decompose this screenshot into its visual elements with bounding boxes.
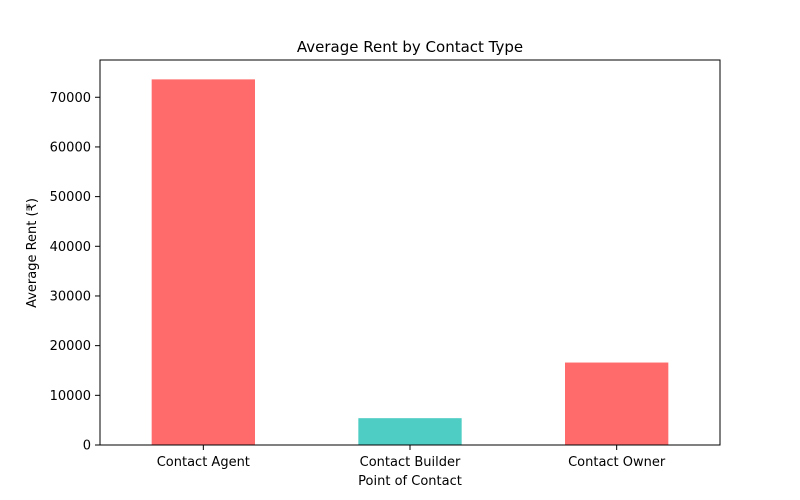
ticks-layer: Contact Agent Contact Builder Contact Owne…: [50, 91, 666, 470]
y-tick-label: 40000: [50, 240, 91, 255]
chart-title: Average Rent by Contact Type: [297, 38, 523, 56]
bar-contact-agent: [151, 79, 255, 445]
y-tick-label: 0: [83, 439, 91, 454]
y-tick-label: 20000: [50, 339, 91, 354]
bar-contact-builder: [358, 418, 462, 445]
y-tick-label: 10000: [50, 389, 91, 404]
x-tick-label: Contact Builder: [360, 455, 461, 470]
y-tick-label: 50000: [50, 190, 91, 205]
y-axis-label: Average Rent (₹): [25, 198, 40, 308]
x-axis-label: Point of Contact: [358, 474, 462, 489]
y-tick-label: 70000: [50, 91, 91, 106]
bar-contact-owner: [565, 362, 669, 445]
y-tick-label: 30000: [50, 289, 91, 304]
y-tick-label: 60000: [50, 140, 91, 155]
x-tick-label: Contact Owner: [568, 455, 666, 470]
bars-layer: [151, 79, 669, 445]
x-tick-label: Contact Agent: [157, 455, 250, 470]
